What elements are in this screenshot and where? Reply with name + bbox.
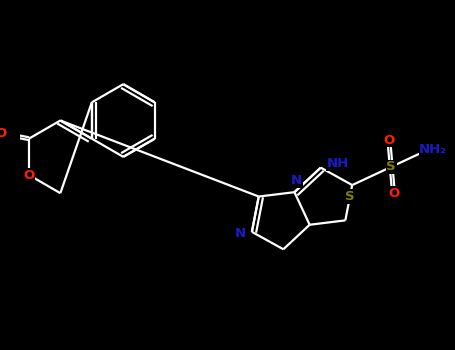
Text: NH: NH xyxy=(327,157,349,170)
Text: O: O xyxy=(383,134,394,147)
Text: S: S xyxy=(345,190,355,203)
Text: N: N xyxy=(235,227,246,240)
Text: N: N xyxy=(291,174,302,187)
Text: O: O xyxy=(388,187,399,200)
Text: O: O xyxy=(23,168,35,182)
Text: NH₂: NH₂ xyxy=(419,144,447,156)
Text: S: S xyxy=(386,160,396,173)
Text: O: O xyxy=(0,127,6,140)
